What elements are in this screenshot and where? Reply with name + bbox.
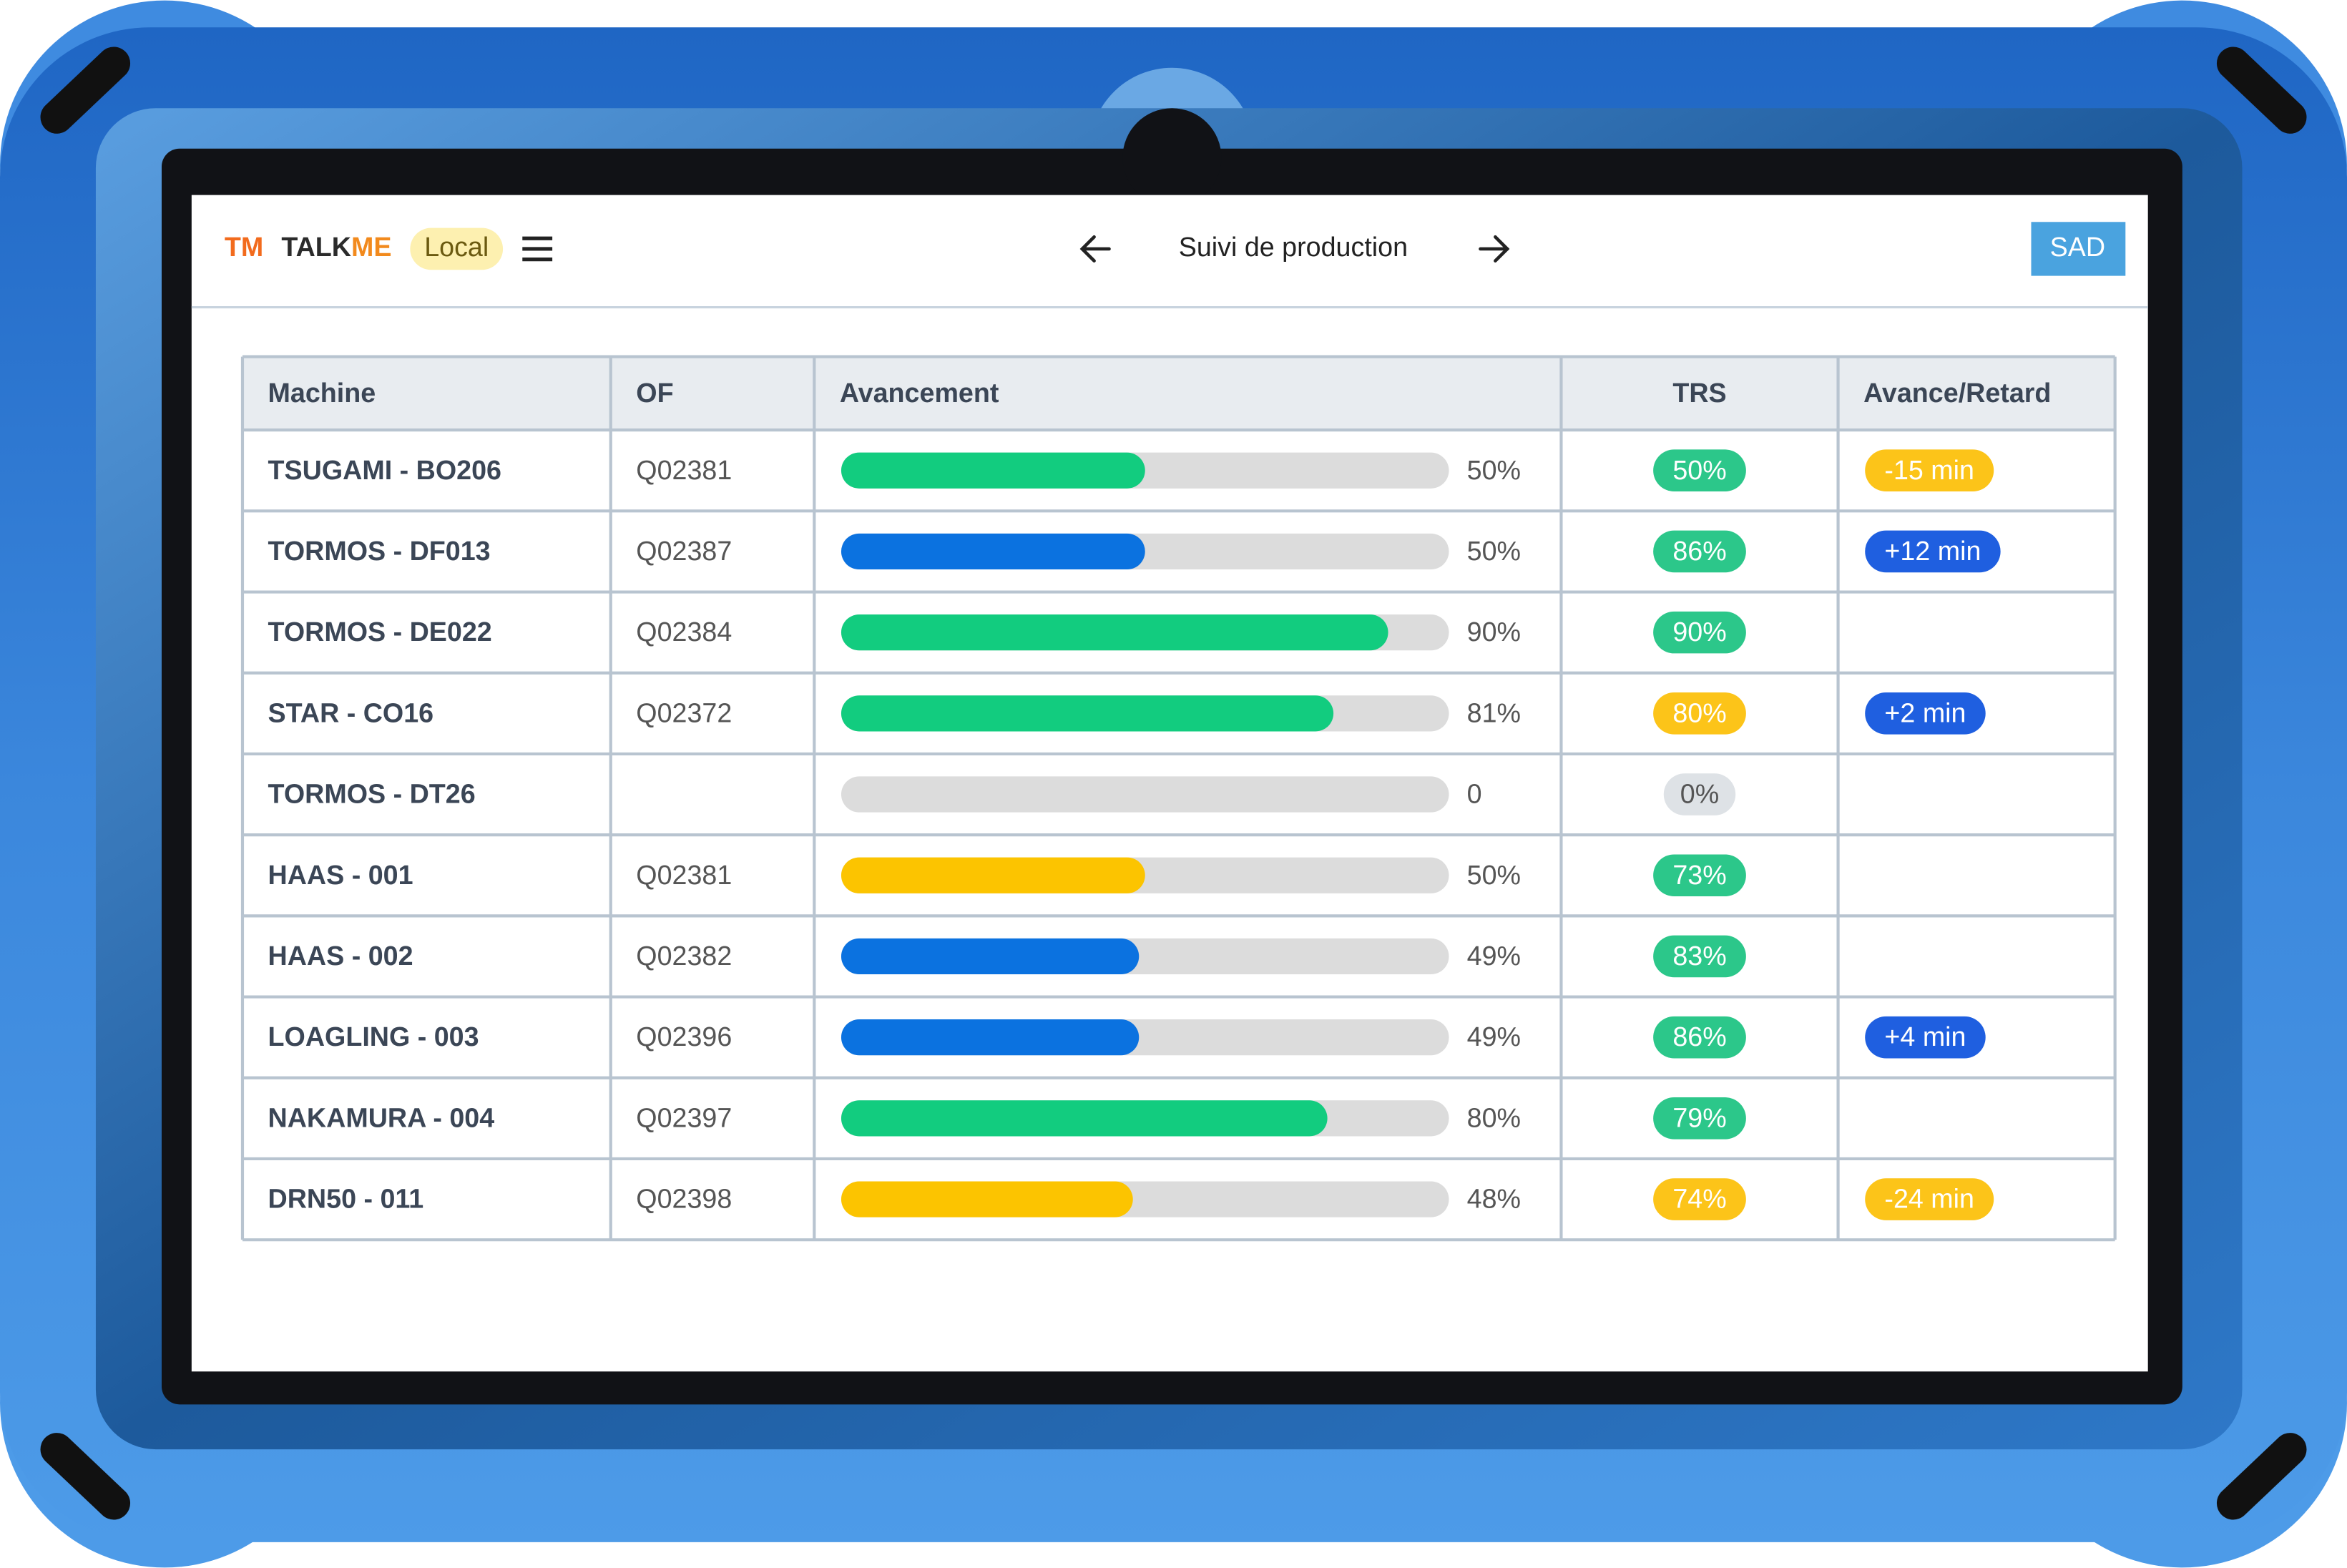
- trs-badge-text: 73%: [1672, 860, 1726, 890]
- of-number: Q02384: [636, 617, 732, 647]
- progress-label: 50%: [1467, 455, 1521, 485]
- progress-bar: [841, 857, 1145, 893]
- menu-button[interactable]: [522, 236, 553, 262]
- progress-label: 0: [1467, 779, 1482, 809]
- trs-badge: [1653, 1016, 1746, 1059]
- machine-name: NAKAMURA - 004: [268, 1102, 495, 1132]
- progress-track: [841, 776, 1449, 813]
- progress-label: 81%: [1467, 697, 1521, 727]
- progress-label: 50%: [1467, 860, 1521, 890]
- of-number: Q02381: [636, 455, 732, 485]
- delay-badge-text: +2 min: [1884, 697, 1966, 727]
- progress-label: 49%: [1467, 1021, 1521, 1052]
- trs-badge: [1653, 530, 1746, 573]
- trs-badge: [1653, 611, 1746, 654]
- production-table: Machine OF Avancement TRS Avance/Retard TSUGA…: [240, 355, 2117, 1242]
- trs-badge-text: 74%: [1672, 1184, 1726, 1214]
- progress-bar: [841, 452, 1145, 489]
- trs-badge: [1663, 773, 1736, 815]
- delay-badge: [1865, 449, 1994, 492]
- progress-bar: [841, 695, 1334, 732]
- of-number: Q02381: [636, 860, 732, 890]
- progress-label: 90%: [1467, 617, 1521, 647]
- machine-name: HAAS - 001: [268, 860, 413, 890]
- machine-name: DRN50 - 011: [268, 1184, 424, 1214]
- trs-badge-text: 83%: [1672, 941, 1726, 971]
- trs-badge-text: 0%: [1680, 779, 1719, 809]
- column-header: Machine: [268, 378, 376, 408]
- machine-name: TORMOS - DF013: [268, 536, 491, 566]
- delay-badge-text: +12 min: [1884, 536, 1981, 566]
- delay-badge-text: -15 min: [1884, 455, 1974, 485]
- delay-badge: [1865, 1178, 1994, 1220]
- of-number: Q02387: [636, 536, 732, 566]
- page-title: Suivi de production: [1179, 232, 1408, 262]
- machine-name: HAAS - 002: [268, 941, 413, 971]
- of-number: Q02398: [636, 1184, 732, 1214]
- progress-label: 50%: [1467, 536, 1521, 566]
- progress-bar: [841, 1100, 1328, 1137]
- progress-label: 48%: [1467, 1184, 1521, 1214]
- machine-name: LOAGLING - 003: [268, 1021, 479, 1052]
- of-number: Q02396: [636, 1021, 732, 1052]
- trs-badge-text: 90%: [1672, 617, 1726, 647]
- env-badge: [410, 227, 504, 270]
- logo-text: TALKME: [281, 232, 391, 262]
- progress-label: 49%: [1467, 941, 1521, 971]
- trs-badge: [1653, 854, 1746, 897]
- progress-bar: [841, 1019, 1140, 1056]
- env-badge-text: Local: [424, 232, 489, 262]
- trs-badge-text: 79%: [1672, 1102, 1726, 1132]
- logo-right: ME: [351, 232, 391, 262]
- of-number: Q02397: [636, 1102, 732, 1132]
- logo-left: TALK: [281, 232, 351, 262]
- progress-bar: [841, 614, 1388, 651]
- trs-badge: [1653, 692, 1746, 735]
- trs-badge: [1653, 1097, 1746, 1140]
- of-number: Q02382: [636, 941, 732, 971]
- app-header: TM TALKME Local Suivi de production SAD: [191, 222, 2148, 309]
- user-button-text: SAD: [2050, 232, 2105, 262]
- trs-badge-text: 86%: [1672, 1021, 1726, 1052]
- delay-badge-text: +4 min: [1884, 1021, 1966, 1052]
- column-header: TRS: [1672, 378, 1726, 408]
- trs-badge-text: 86%: [1672, 536, 1726, 566]
- progress-bar: [841, 1181, 1133, 1217]
- machine-name: TSUGAMI - BO206: [268, 455, 501, 485]
- progress-bar: [841, 533, 1145, 570]
- column-header: Avancement: [840, 378, 999, 408]
- delay-badge: [1865, 1016, 1986, 1059]
- column-header: OF: [636, 378, 673, 408]
- progress-label: 80%: [1467, 1102, 1521, 1132]
- user-button[interactable]: [2031, 222, 2126, 276]
- machine-name: TORMOS - DT26: [268, 779, 476, 809]
- machine-name: STAR - CO16: [268, 697, 434, 727]
- of-number: Q02372: [636, 697, 732, 727]
- machine-name: TORMOS - DE022: [268, 617, 492, 647]
- column-header: Avance/Retard: [1863, 378, 2051, 408]
- trs-badge-text: 80%: [1672, 697, 1726, 727]
- delay-badge: [1865, 530, 2001, 573]
- progress-bar: [841, 938, 1140, 975]
- trs-badge: [1653, 449, 1746, 492]
- next-button[interactable]: [1479, 235, 1510, 263]
- prev-button[interactable]: [1079, 235, 1111, 263]
- trs-badge: [1653, 935, 1746, 978]
- header-row-bg: [242, 356, 2115, 431]
- delay-badge-text: -24 min: [1884, 1184, 1974, 1214]
- delay-badge: [1865, 692, 1986, 735]
- logo-mark: TM: [225, 232, 263, 262]
- trs-badge: [1653, 1178, 1746, 1220]
- trs-badge-text: 50%: [1672, 455, 1726, 485]
